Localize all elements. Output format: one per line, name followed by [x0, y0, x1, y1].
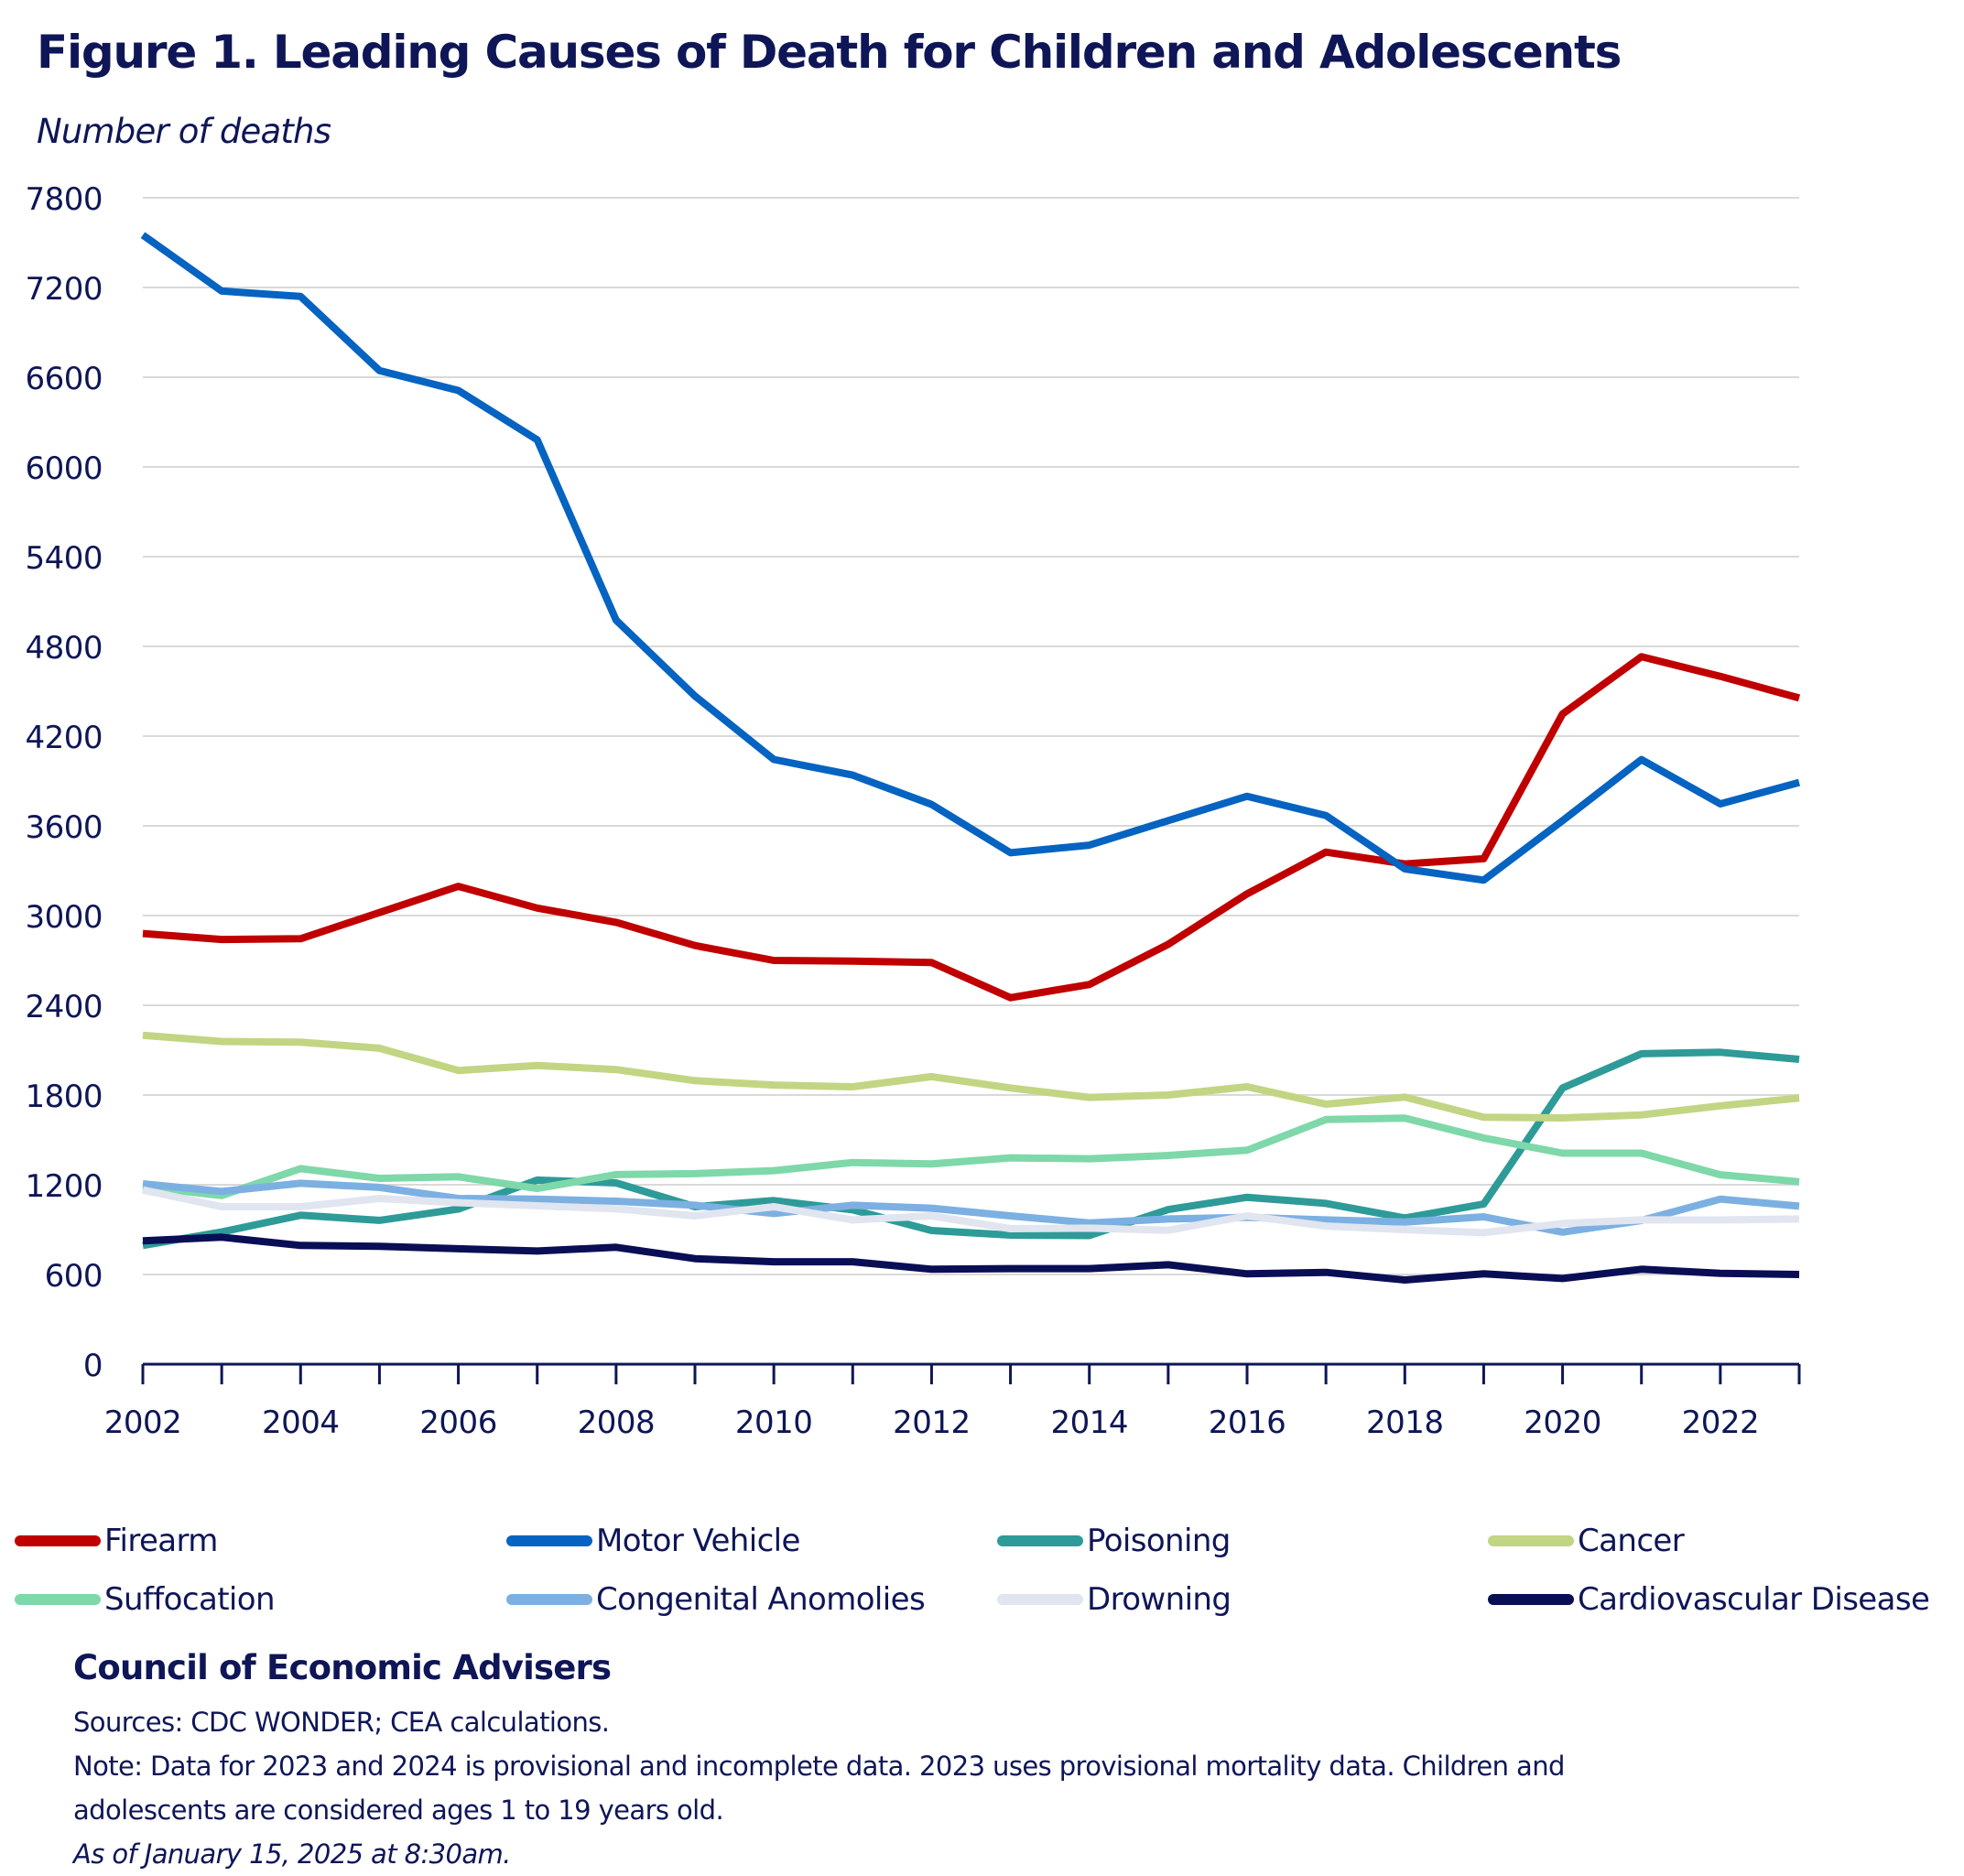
- legend-item-motor-vehicle: Motor Vehicle: [506, 1515, 800, 1567]
- note-text-line-1: Note: Data for 2023 and 2024 is provisio…: [73, 1744, 1565, 1788]
- organization-name: Council of Economic Advisers: [73, 1648, 1565, 1687]
- x-tick-label: 2016: [1209, 1404, 1286, 1441]
- legend-item-firearm: Firearm: [15, 1515, 218, 1567]
- legend-label: Drowning: [1087, 1581, 1231, 1618]
- y-tick-label: 5400: [25, 540, 103, 577]
- legend-item-suffocation: Suffocation: [15, 1574, 275, 1625]
- y-tick-label: 2400: [25, 989, 103, 1025]
- legend-item-drowning: Drowning: [997, 1574, 1231, 1625]
- x-tick-label: 2002: [104, 1404, 182, 1441]
- legend-label: Motor Vehicle: [596, 1523, 800, 1559]
- sources-text: Sources: CDC WONDER; CEA calculations.: [73, 1700, 1565, 1744]
- series-lines: [143, 235, 1799, 1281]
- legend-label: Firearm: [104, 1523, 218, 1559]
- x-tick-label: 2020: [1524, 1404, 1601, 1441]
- legend-item-cardiovascular-disease: Cardiovascular Disease: [1488, 1574, 1929, 1625]
- y-tick-label: 1800: [25, 1079, 103, 1115]
- y-tick-label: 600: [45, 1258, 103, 1295]
- legend-swatch: [1488, 1594, 1574, 1605]
- legend-swatch: [1488, 1535, 1574, 1546]
- legend-label: Congenital Anomolies: [596, 1581, 925, 1618]
- x-tick-label: 2006: [419, 1404, 497, 1441]
- legend-label: Suffocation: [104, 1581, 275, 1618]
- legend-label: Cardiovascular Disease: [1578, 1581, 1929, 1618]
- as-of-date: As of January 15, 2025 at 8:30am.: [73, 1832, 1565, 1876]
- legend-swatch: [506, 1594, 592, 1605]
- footer: Council of Economic Advisers Sources: CD…: [73, 1648, 1565, 1876]
- x-tick-label: 2008: [578, 1404, 656, 1441]
- x-tick-label: 2010: [735, 1404, 813, 1441]
- y-tick-label: 4200: [25, 720, 103, 756]
- x-tick-label: 2004: [262, 1404, 340, 1441]
- y-tick-label: 3000: [25, 899, 103, 936]
- legend-label: Poisoning: [1087, 1523, 1231, 1559]
- line-chart: 0 600 1200 1800 2400 3000 3600 4200 4800 5400 6000…: [0, 0, 1964, 1502]
- x-tick-label: 2022: [1682, 1404, 1760, 1441]
- legend-swatch: [997, 1535, 1083, 1546]
- x-axis: 2002 2004 2006 2008 2010 2012 2014 2016 2018 2020…: [104, 1364, 1799, 1441]
- legend-label: Cancer: [1578, 1523, 1684, 1559]
- y-tick-label: 1200: [25, 1168, 103, 1205]
- y-tick-label: 4800: [25, 630, 103, 667]
- series-line-cardiovascular-disease: [143, 1237, 1799, 1280]
- y-tick-label: 6000: [25, 450, 103, 487]
- legend-item-poisoning: Poisoning: [997, 1515, 1231, 1567]
- legend-swatch: [15, 1535, 101, 1546]
- legend-swatch: [15, 1594, 101, 1605]
- legend-swatch: [997, 1594, 1083, 1605]
- x-tick-label: 2018: [1366, 1404, 1444, 1441]
- y-tick-label: 7800: [25, 181, 103, 218]
- x-tick-label: 2012: [893, 1404, 971, 1441]
- legend-item-congenital-anomolies: Congenital Anomolies: [506, 1574, 925, 1625]
- legend-item-cancer: Cancer: [1488, 1515, 1684, 1567]
- y-axis-ticks: 0 600 1200 1800 2400 3000 3600 4200 4800 5400 6000…: [25, 181, 103, 1384]
- x-tick-label: 2014: [1050, 1404, 1128, 1441]
- legend-swatch: [506, 1535, 592, 1546]
- note-text-line-2: adolescents are considered ages 1 to 19 …: [73, 1788, 1565, 1832]
- y-tick-label: 3600: [25, 809, 103, 846]
- y-tick-label: 7200: [25, 271, 103, 308]
- y-tick-label: 0: [83, 1348, 103, 1384]
- y-tick-label: 6600: [25, 361, 103, 397]
